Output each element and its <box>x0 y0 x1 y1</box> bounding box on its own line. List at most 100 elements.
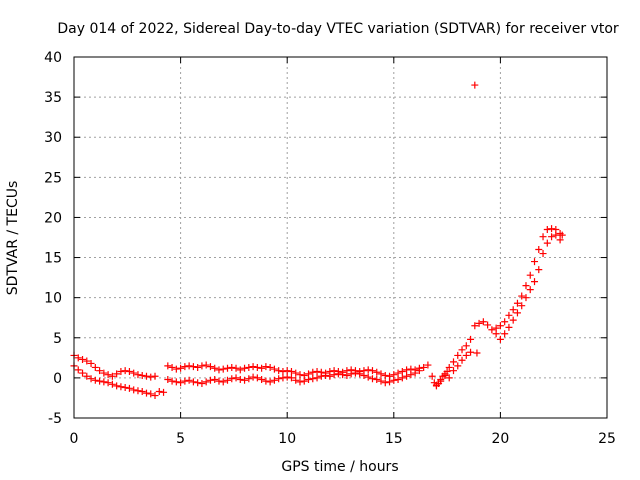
data-point <box>100 369 108 377</box>
data-point <box>492 330 500 338</box>
y-axis-label: SDTVAR / TECUs <box>5 181 21 296</box>
data-point <box>449 367 457 375</box>
y-tick-label: 15 <box>44 251 62 267</box>
data-point <box>462 342 470 350</box>
data-point <box>185 362 193 370</box>
data-point <box>83 357 91 365</box>
data-point <box>432 382 440 390</box>
data-point <box>552 231 560 239</box>
data-point <box>513 299 521 307</box>
data-point <box>172 378 180 386</box>
data-point <box>279 367 287 375</box>
data-point <box>258 364 266 372</box>
data-point <box>509 306 517 314</box>
data-point <box>513 309 521 317</box>
data-point <box>121 367 129 375</box>
data-point <box>215 366 223 374</box>
data-point <box>309 375 317 383</box>
data-point <box>296 378 304 386</box>
data-point <box>211 364 219 372</box>
x-tick-label: 0 <box>70 431 79 447</box>
data-point <box>449 358 457 366</box>
data-point <box>373 375 381 383</box>
data-point <box>245 375 253 383</box>
data-point <box>526 271 534 279</box>
data-point <box>394 369 402 377</box>
data-point <box>181 377 189 385</box>
data-point <box>138 371 146 379</box>
y-tick-label: 40 <box>44 50 62 66</box>
data-point <box>305 375 313 383</box>
data-point <box>236 366 244 374</box>
data-point <box>194 363 202 371</box>
data-point <box>317 372 325 380</box>
data-point <box>326 372 334 380</box>
data-point <box>138 388 146 396</box>
grid-lines <box>74 57 607 418</box>
data-point <box>241 376 249 384</box>
data-point <box>177 379 185 387</box>
data-point <box>518 292 526 300</box>
chart-title: Day 014 of 2022, Sidereal Day-to-day VTE… <box>57 21 619 37</box>
data-point <box>151 372 159 380</box>
data-point <box>415 367 423 375</box>
y-tick-label: 25 <box>44 170 62 186</box>
data-point <box>113 382 121 390</box>
y-tick-label: 35 <box>44 90 62 106</box>
data-point <box>125 384 133 392</box>
y-tick-label: 0 <box>53 371 62 387</box>
data-point <box>398 367 406 375</box>
data-point <box>381 379 389 387</box>
data-point <box>556 236 564 244</box>
data-point <box>475 319 483 327</box>
data-point <box>87 359 95 367</box>
data-point <box>522 294 530 302</box>
data-point <box>322 371 330 379</box>
data-point <box>522 282 530 290</box>
data-point <box>351 369 359 377</box>
data-point <box>496 322 504 330</box>
data-point <box>155 388 163 396</box>
data-point <box>266 363 274 371</box>
data-point <box>266 378 274 386</box>
data-point <box>334 370 342 378</box>
data-point <box>403 372 411 380</box>
data-point <box>211 375 219 383</box>
data-point <box>275 367 283 375</box>
data-point <box>531 278 539 286</box>
data-point <box>403 366 411 374</box>
data-point <box>360 371 368 379</box>
data-point <box>505 323 513 331</box>
data-point <box>87 375 95 383</box>
data-point <box>236 375 244 383</box>
data-point <box>535 246 543 254</box>
data-point <box>125 367 133 375</box>
data-point <box>471 322 479 330</box>
data-point <box>443 367 451 375</box>
data-point <box>79 369 87 377</box>
data-point <box>292 369 300 377</box>
data-point <box>198 380 206 388</box>
data-point <box>467 335 475 343</box>
data-point <box>108 372 116 380</box>
data-point <box>160 388 168 396</box>
data-point <box>283 373 291 381</box>
data-point <box>181 363 189 371</box>
plot-frame <box>73 56 608 419</box>
y-tick-label: 10 <box>44 291 62 307</box>
data-point <box>420 363 428 371</box>
data-point <box>543 225 551 233</box>
data-point <box>505 311 513 319</box>
data-point <box>300 377 308 385</box>
data-point <box>287 367 295 375</box>
data-point <box>232 364 240 372</box>
data-point <box>142 372 150 380</box>
data-point <box>270 376 278 384</box>
data-point <box>258 375 266 383</box>
data-point <box>484 321 492 329</box>
data-point <box>386 378 394 386</box>
data-point <box>168 363 176 371</box>
data-point <box>368 367 376 375</box>
data-point <box>473 349 481 357</box>
